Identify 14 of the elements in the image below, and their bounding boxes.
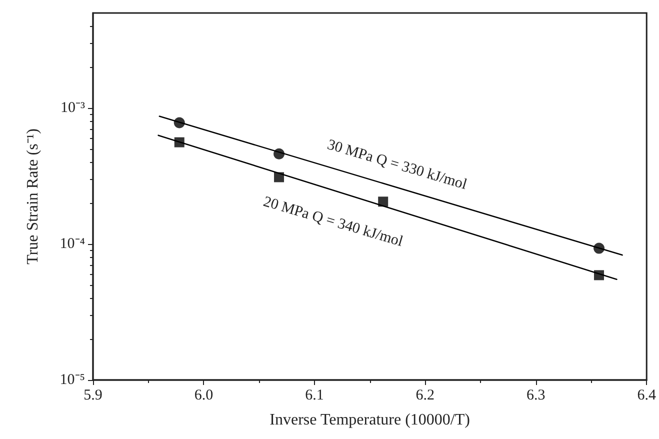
x-tick-label: 6.3 [526,388,546,404]
annotation: 20 MPa Q = 340 kJ/mol [261,194,405,250]
y-tick-label: 10⁻⁵ [60,372,85,388]
x-tick-label: 6.2 [416,388,435,404]
x-tick-label: 5.9 [84,388,102,404]
point [378,196,388,207]
y-tick-label: 10⁻³ [60,100,86,116]
annotation: 30 MPa Q = 330 kJ/mol [325,136,469,194]
x-tick-label: 6.1 [305,388,324,404]
x-tick-label: 6.0 [194,388,214,404]
y-axis-title: True Strain Rate (s⁻¹) [24,128,42,264]
x-axis-title: Inverse Temperature (10000/T) [270,412,470,428]
x-tick-label: 6.4 [637,388,656,404]
y-tick-label: 10⁻⁴ [60,236,85,252]
